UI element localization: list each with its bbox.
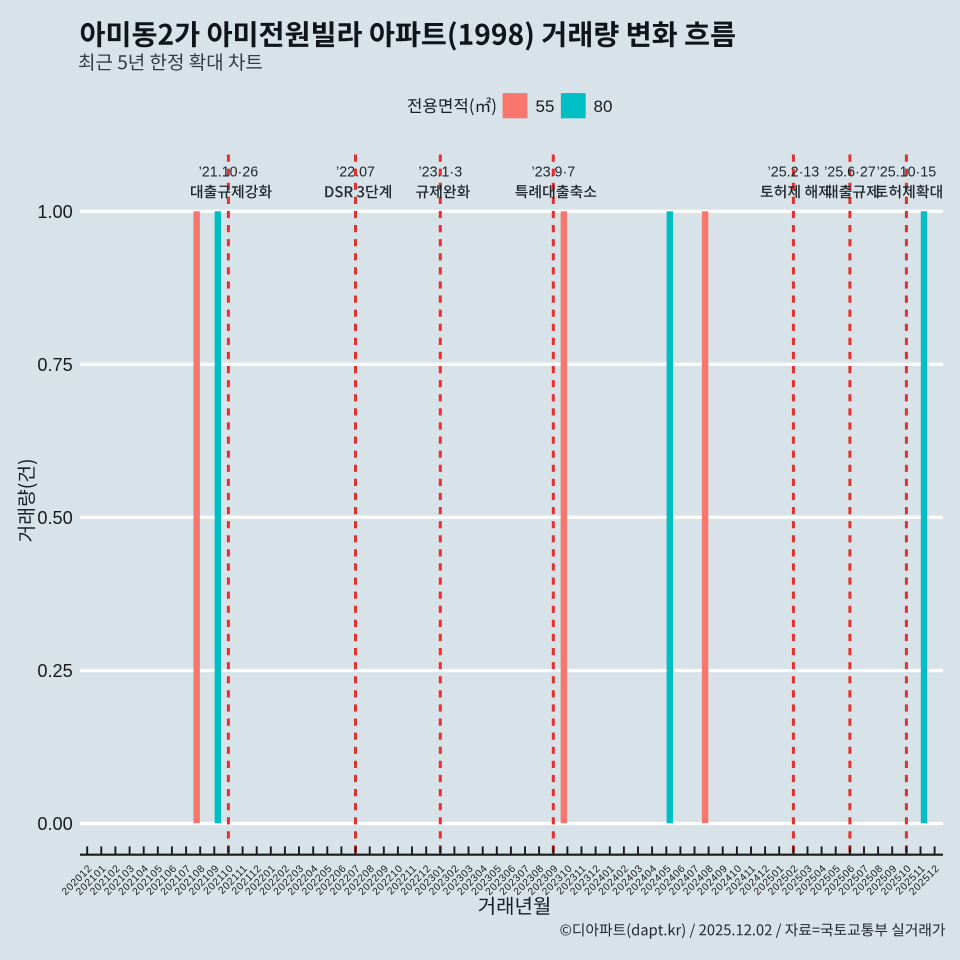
svg-text:’25.2·13: ’25.2·13 — [768, 164, 820, 180]
svg-text:1.00: 1.00 — [37, 202, 72, 222]
svg-text:’25.6·27: ’25.6·27 — [824, 164, 876, 180]
svg-text:’23.1·3: ’23.1·3 — [418, 164, 462, 180]
svg-text:’25.10·15: ’25.10·15 — [877, 164, 937, 180]
svg-text:0.50: 0.50 — [37, 508, 72, 528]
svg-text:80: 80 — [594, 97, 613, 116]
svg-text:0.25: 0.25 — [37, 661, 72, 681]
svg-text:’21.10·26: ’21.10·26 — [199, 164, 259, 180]
svg-text:’23.9·7: ’23.9·7 — [531, 164, 575, 180]
svg-text:0.75: 0.75 — [37, 355, 72, 375]
svg-text:’22.07: ’22.07 — [336, 164, 375, 180]
svg-text:0.00: 0.00 — [37, 814, 72, 834]
svg-text:55: 55 — [536, 97, 555, 116]
